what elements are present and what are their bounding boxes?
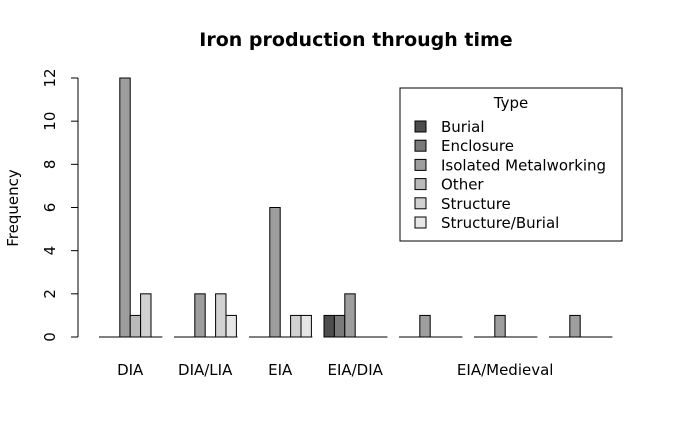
bar (494, 314, 506, 338)
chart-title: Iron production through time (199, 29, 512, 51)
x-category-label: EIA/Medieval (457, 361, 554, 379)
bar (419, 314, 431, 338)
y-tick-label: 12 (41, 68, 59, 87)
y-axis-label: Frequency (4, 169, 22, 247)
bar (225, 314, 237, 338)
x-category-label: EIA (268, 361, 293, 379)
legend-label: Burial (441, 118, 485, 136)
x-category-label: EIA/DIA (327, 361, 383, 379)
legend-title: Type (493, 94, 528, 112)
legend-swatch (414, 158, 427, 171)
category-labels: DIA DIA/LIA EIA EIA/DIA EIA/Medieval (117, 361, 553, 379)
legend-label: Structure (441, 195, 511, 213)
legend-swatch (414, 120, 427, 133)
bar (290, 314, 302, 338)
bar (129, 314, 142, 338)
y-tick-label: 4 (41, 246, 59, 256)
bar (323, 314, 335, 338)
bar (194, 293, 206, 338)
bar (569, 314, 581, 338)
legend-swatch (414, 197, 427, 210)
y-tick-label: 2 (41, 289, 59, 299)
legend-label: Structure/Burial (441, 214, 559, 232)
y-tick-label: 6 (41, 203, 59, 213)
legend-box (399, 87, 623, 242)
bar (333, 314, 346, 338)
legend-swatch (414, 139, 427, 152)
bar (300, 314, 312, 338)
x-category-label: DIA (117, 361, 144, 379)
bar (344, 293, 356, 338)
bar (215, 293, 227, 338)
y-tick-label: 8 (41, 160, 59, 170)
legend-label: Isolated Metalworking (441, 156, 606, 174)
bar (119, 77, 131, 338)
y-tick-label: 0 (41, 332, 59, 342)
x-category-label: DIA/LIA (178, 361, 233, 379)
bar (140, 293, 152, 338)
legend-swatch (414, 178, 427, 191)
legend-label: Enclosure (441, 137, 514, 155)
y-axis: 0 2 4 6 8 10 12 (41, 68, 79, 342)
legend-swatch (414, 216, 427, 229)
bar (269, 207, 281, 338)
y-tick-label: 10 (41, 112, 59, 131)
legend-label: Other (441, 176, 484, 194)
